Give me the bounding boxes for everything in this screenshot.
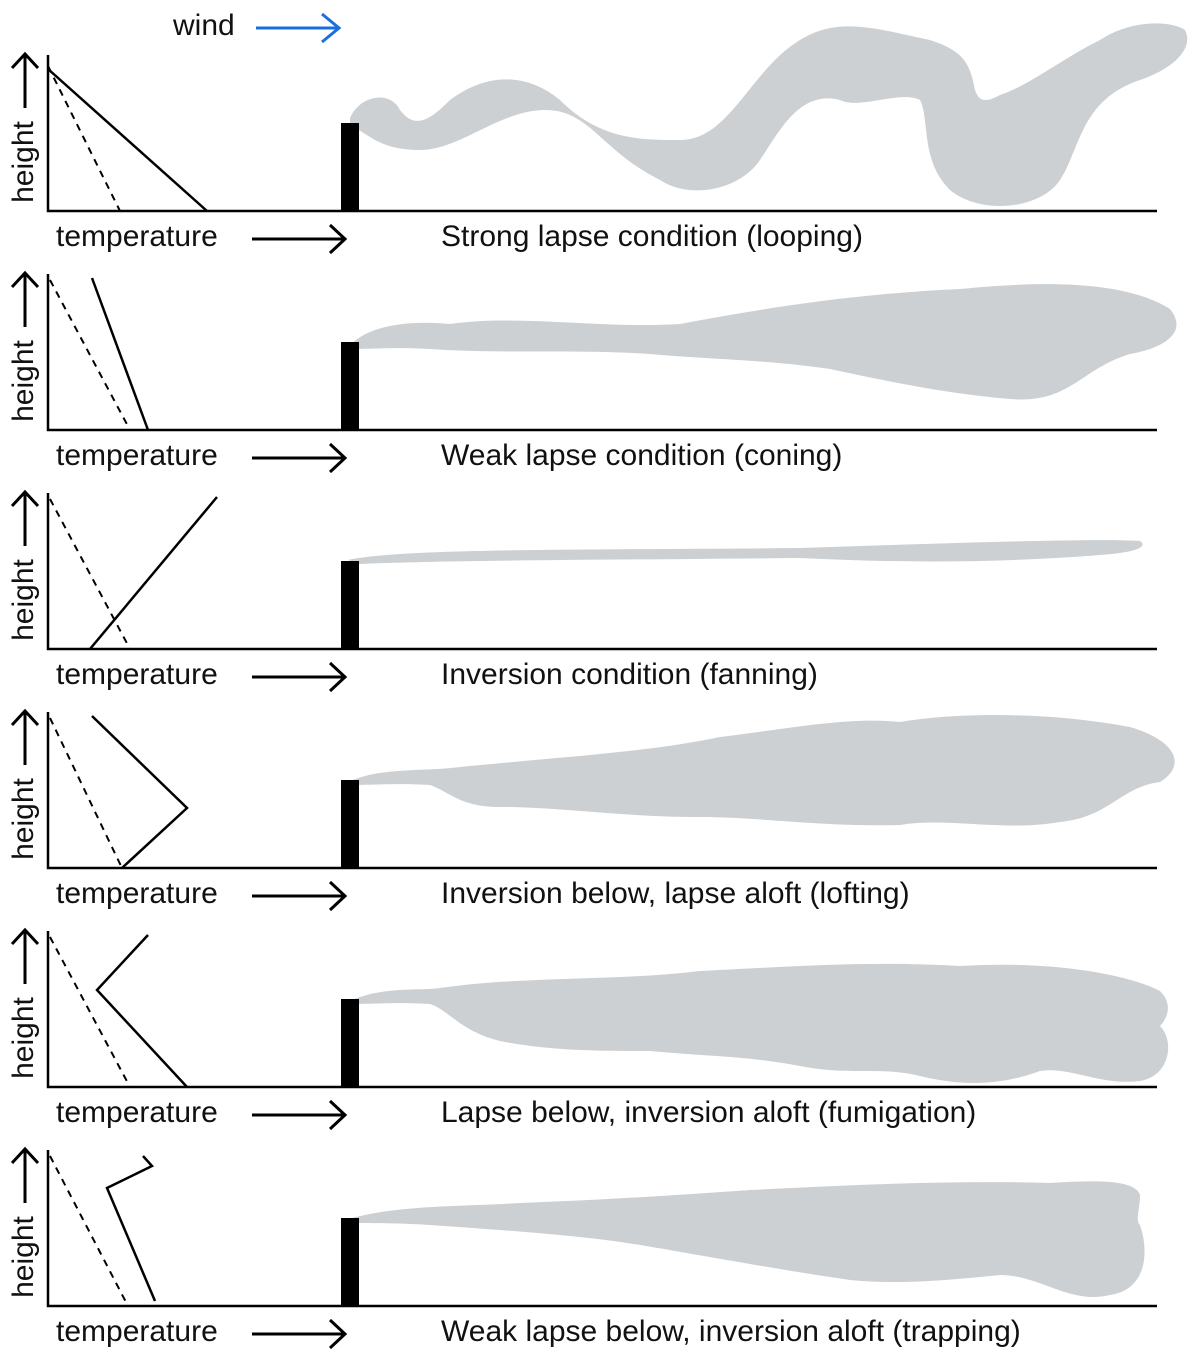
- x-axis-label: temperature: [56, 1096, 218, 1129]
- caption: Weak lapse below, inversion aloft (trapp…: [441, 1315, 1021, 1348]
- plume: [350, 23, 1187, 206]
- plume: [348, 964, 1168, 1083]
- dry-adiabatic-line: [50, 718, 122, 868]
- y-axis-label: height: [7, 558, 40, 640]
- dry-adiabatic-line: [50, 1156, 128, 1306]
- temperature-profile: [97, 935, 187, 1087]
- y-axis-label: height: [7, 1215, 40, 1297]
- plume: [348, 1181, 1145, 1297]
- panel: height temperature Inversion below, lapse …: [7, 711, 1175, 910]
- x-axis-label: temperature: [56, 658, 218, 691]
- panel: height temperature Weak lapse condition (c…: [7, 273, 1177, 472]
- dry-adiabatic-line: [50, 280, 130, 430]
- chimney: [341, 780, 359, 868]
- x-axis-label: temperature: [56, 220, 218, 253]
- plume: [348, 715, 1175, 826]
- dry-adiabatic-line: [48, 66, 120, 211]
- caption: Inversion below, lapse aloft (lofting): [441, 877, 910, 910]
- axes: [48, 493, 1157, 649]
- caption: Strong lapse condition (looping): [441, 220, 863, 253]
- chimney: [341, 561, 359, 649]
- chimney: [341, 1218, 359, 1306]
- plume: [348, 284, 1176, 399]
- y-axis-label: height: [7, 777, 40, 859]
- chimney: [341, 999, 359, 1087]
- diagram: wind height temperature Strong lapse condi…: [0, 0, 1194, 1352]
- temperature-profile: [92, 716, 187, 868]
- dry-adiabatic-line: [50, 499, 130, 649]
- chimney: [341, 123, 359, 211]
- x-axis-label: temperature: [56, 1315, 218, 1348]
- plume: [348, 540, 1143, 564]
- y-axis-label: height: [7, 120, 40, 202]
- x-axis-label: temperature: [56, 877, 218, 910]
- caption: Weak lapse condition (coning): [441, 439, 842, 472]
- chimney: [341, 342, 359, 430]
- caption: Lapse below, inversion aloft (fumigation…: [441, 1096, 976, 1129]
- panel: height temperature Inversion condition (fa…: [7, 492, 1157, 691]
- panel: height temperature Weak lapse below, inver…: [7, 1149, 1157, 1348]
- temperature-profile: [107, 1156, 155, 1301]
- panel: height temperature Strong lapse condition …: [7, 23, 1187, 253]
- y-axis-label: height: [7, 339, 40, 421]
- y-axis-label: height: [7, 996, 40, 1078]
- wind-label: wind: [172, 9, 235, 42]
- temperature-profile: [92, 278, 148, 430]
- x-axis-label: temperature: [56, 439, 218, 472]
- caption: Inversion condition (fanning): [441, 658, 818, 691]
- wind-arrow: [256, 14, 339, 42]
- panel: height temperature Lapse below, inversion …: [7, 930, 1168, 1129]
- temperature-profile: [48, 69, 207, 211]
- temperature-profile: [90, 497, 217, 649]
